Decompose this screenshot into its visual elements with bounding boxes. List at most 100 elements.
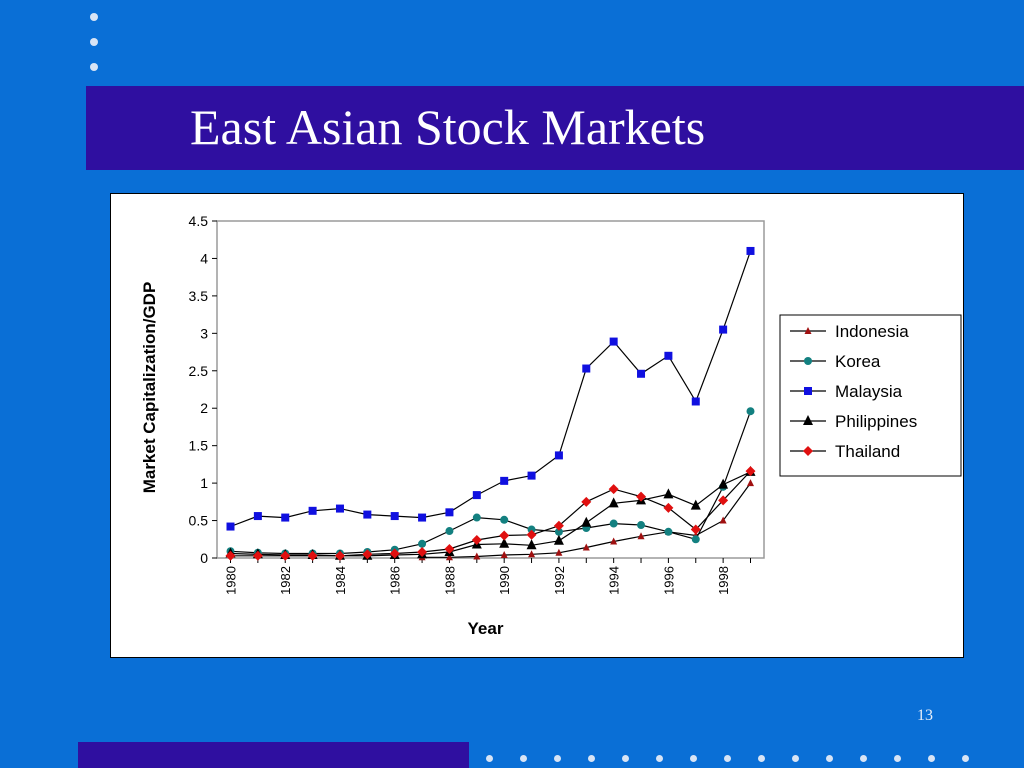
data-point-malaysia <box>363 510 372 519</box>
line-chart: 0 0.5 1 1.5 2 2.5 3 3.5 4 4.5 1980 1982 1984 1986 1988… <box>140 213 962 638</box>
data-point-malaysia <box>335 504 344 513</box>
decorative-dot <box>724 755 731 762</box>
data-point-thailand <box>334 550 345 561</box>
decorative-dot <box>90 38 98 46</box>
data-point-philippines <box>718 478 729 489</box>
data-point-malaysia <box>500 476 509 485</box>
decorative-dot <box>894 755 901 762</box>
data-point-thailand <box>608 484 619 495</box>
data-point-malaysia <box>691 397 700 406</box>
y-tick-label: 3.5 <box>189 288 209 304</box>
decorative-dot <box>486 755 493 762</box>
legend-label-malaysia: Malaysia <box>835 382 903 401</box>
data-point-korea <box>554 527 563 536</box>
title-band <box>86 86 1024 170</box>
data-point-thailand <box>252 550 263 561</box>
y-tick-label: 0.5 <box>189 513 209 529</box>
data-point-korea <box>445 527 454 536</box>
series-line-malaysia <box>230 250 752 528</box>
y-tick-label: 1.5 <box>189 438 209 454</box>
decorative-dot <box>656 755 663 762</box>
legend-marker-philippines <box>803 415 813 425</box>
decorative-dot <box>928 755 935 762</box>
data-point-indonesia <box>473 552 481 560</box>
data-point-malaysia <box>253 512 262 521</box>
y-tick-label: 4.5 <box>189 213 209 229</box>
decorative-dot <box>90 63 98 71</box>
data-point-thailand <box>307 550 318 561</box>
series-line-philippines <box>230 471 751 557</box>
decorative-dot <box>792 755 799 762</box>
data-point-thailand <box>636 491 647 502</box>
legend-label-philippines: Philippines <box>835 412 917 431</box>
y-tick-label: 2 <box>200 400 208 416</box>
data-point-indonesia <box>528 550 536 558</box>
data-point-korea <box>472 513 481 522</box>
x-tick-label: 1982 <box>278 566 293 595</box>
y-tick-label: 2.5 <box>189 363 209 379</box>
data-point-thailand <box>471 535 482 546</box>
x-tick-label: 1984 <box>333 566 348 595</box>
data-point-thailand <box>553 520 564 531</box>
data-point-philippines <box>553 534 564 545</box>
legend-label-korea: Korea <box>835 352 881 371</box>
chart-panel: 0 0.5 1 1.5 2 2.5 3 3.5 4 4.5 1980 1982 1984 1986 1988… <box>110 193 964 658</box>
legend-marker-malaysia <box>804 387 812 395</box>
data-point-korea <box>664 527 673 536</box>
x-tick-label: 1980 <box>224 566 239 595</box>
data-point-malaysia <box>472 491 481 500</box>
data-point-malaysia <box>554 451 563 460</box>
y-axis-title: Market Capitalization/GDP <box>140 282 159 494</box>
decorative-dot <box>758 755 765 762</box>
decorative-dot <box>90 13 98 21</box>
data-point-malaysia <box>281 513 290 522</box>
legend-label-thailand: Thailand <box>835 442 900 461</box>
data-point-malaysia <box>308 506 317 515</box>
decorative-dot <box>860 755 867 762</box>
legend-marker-indonesia <box>804 327 812 334</box>
data-point-indonesia <box>582 543 590 551</box>
x-tick-label: 1998 <box>716 566 731 595</box>
legend-marker-thailand <box>803 446 813 456</box>
x-tick-label: 1988 <box>442 566 457 595</box>
data-point-philippines <box>690 499 701 510</box>
data-point-korea <box>609 519 618 528</box>
data-point-malaysia <box>637 369 646 378</box>
data-point-thailand <box>362 549 373 560</box>
y-tick-label: 3 <box>200 325 208 341</box>
data-point-philippines <box>581 516 592 527</box>
decorative-dot <box>588 755 595 762</box>
slide-number: 13 <box>917 707 933 724</box>
data-point-malaysia <box>746 246 755 255</box>
y-tick-label: 0 <box>200 550 208 566</box>
data-point-thailand <box>225 550 236 561</box>
data-point-philippines <box>663 488 674 499</box>
data-point-thailand <box>499 530 510 541</box>
slide-title: East Asian Stock Markets <box>190 99 706 155</box>
data-point-malaysia <box>390 512 399 521</box>
data-point-thailand <box>417 547 428 558</box>
decorative-dot <box>962 755 969 762</box>
data-point-thailand <box>389 548 400 559</box>
data-point-korea <box>418 539 427 548</box>
legend-marker-korea <box>804 357 812 365</box>
data-point-indonesia <box>555 548 563 556</box>
x-tick-label: 1990 <box>497 566 512 595</box>
data-point-indonesia <box>610 537 618 545</box>
x-tick-label: 1996 <box>661 566 676 595</box>
data-point-korea <box>746 407 755 416</box>
data-point-malaysia <box>664 351 673 360</box>
series-line-korea <box>230 410 752 555</box>
data-point-indonesia <box>747 479 754 487</box>
data-point-thailand <box>526 529 537 540</box>
data-point-thailand <box>745 466 756 477</box>
x-tick-label: 1986 <box>388 566 403 595</box>
data-point-korea <box>527 525 536 534</box>
data-point-korea <box>500 515 509 524</box>
data-point-indonesia <box>445 553 453 561</box>
data-point-thailand <box>280 550 291 561</box>
y-tick-label: 4 <box>200 250 208 266</box>
data-point-thailand <box>663 502 674 513</box>
data-point-indonesia <box>719 516 727 524</box>
legend-label-indonesia: Indonesia <box>835 322 909 341</box>
